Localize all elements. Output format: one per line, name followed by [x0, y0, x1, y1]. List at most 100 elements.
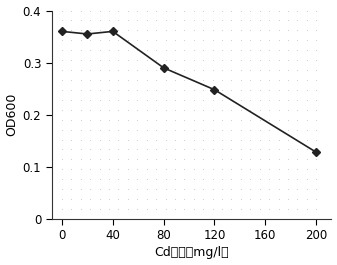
Point [219, 88, 225, 92]
Point [238, 48, 244, 52]
Point [59, 167, 65, 171]
Point [285, 118, 290, 122]
Point [201, 127, 206, 132]
Point [313, 207, 319, 211]
Point [304, 147, 309, 152]
Point [304, 48, 309, 52]
Point [134, 8, 140, 13]
Point [313, 28, 319, 33]
Point [229, 187, 234, 191]
Point [276, 28, 281, 33]
Point [59, 58, 65, 62]
Point [285, 108, 290, 112]
Point [163, 147, 168, 152]
Point [144, 68, 149, 72]
Point [78, 108, 84, 112]
Point [163, 167, 168, 171]
Point [229, 98, 234, 102]
Point [295, 98, 300, 102]
Point [172, 68, 178, 72]
Point [257, 127, 263, 132]
Point [116, 68, 121, 72]
Point [238, 98, 244, 102]
Point [97, 18, 102, 23]
Point [191, 197, 196, 201]
Point [238, 68, 244, 72]
Point [182, 48, 187, 52]
Point [276, 8, 281, 13]
Point [267, 48, 272, 52]
Point [97, 58, 102, 62]
Point [276, 137, 281, 142]
Point [248, 28, 253, 33]
Point [116, 78, 121, 82]
Point [295, 187, 300, 191]
Point [116, 108, 121, 112]
Point [69, 127, 74, 132]
Point [182, 68, 187, 72]
Point [134, 48, 140, 52]
Point [267, 58, 272, 62]
Point [238, 58, 244, 62]
Point [88, 18, 93, 23]
Point [191, 58, 196, 62]
Point [163, 8, 168, 13]
Point [191, 187, 196, 191]
Point [78, 38, 84, 42]
Point [116, 18, 121, 23]
Point [144, 167, 149, 171]
Point [106, 18, 112, 23]
Point [229, 147, 234, 152]
Point [78, 18, 84, 23]
Point [219, 68, 225, 72]
Point [295, 18, 300, 23]
Point [257, 38, 263, 42]
Point [201, 98, 206, 102]
Point [210, 18, 215, 23]
Point [285, 207, 290, 211]
Point [276, 187, 281, 191]
Point [106, 38, 112, 42]
Point [210, 127, 215, 132]
Point [144, 78, 149, 82]
Point [201, 197, 206, 201]
Point [106, 58, 112, 62]
Point [219, 217, 225, 221]
Point [313, 48, 319, 52]
Point [125, 68, 130, 72]
Point [144, 207, 149, 211]
Point [153, 118, 159, 122]
Point [257, 207, 263, 211]
Point [153, 207, 159, 211]
Point [276, 147, 281, 152]
Point [144, 18, 149, 23]
Point [229, 88, 234, 92]
Point [163, 187, 168, 191]
Point [276, 197, 281, 201]
Point [304, 167, 309, 171]
Point [285, 127, 290, 132]
Point [153, 127, 159, 132]
Point [88, 207, 93, 211]
Point [276, 58, 281, 62]
Point [88, 217, 93, 221]
Point [182, 88, 187, 92]
Point [229, 18, 234, 23]
Point [97, 167, 102, 171]
Point [210, 78, 215, 82]
Point [295, 48, 300, 52]
Point [163, 28, 168, 33]
Point [257, 197, 263, 201]
Point [238, 28, 244, 33]
Point [267, 207, 272, 211]
Point [285, 217, 290, 221]
Point [238, 137, 244, 142]
Point [153, 88, 159, 92]
Point [229, 8, 234, 13]
Point [78, 48, 84, 52]
Point [257, 68, 263, 72]
Point [285, 68, 290, 72]
Point [191, 157, 196, 161]
Point [219, 78, 225, 82]
Point [69, 217, 74, 221]
